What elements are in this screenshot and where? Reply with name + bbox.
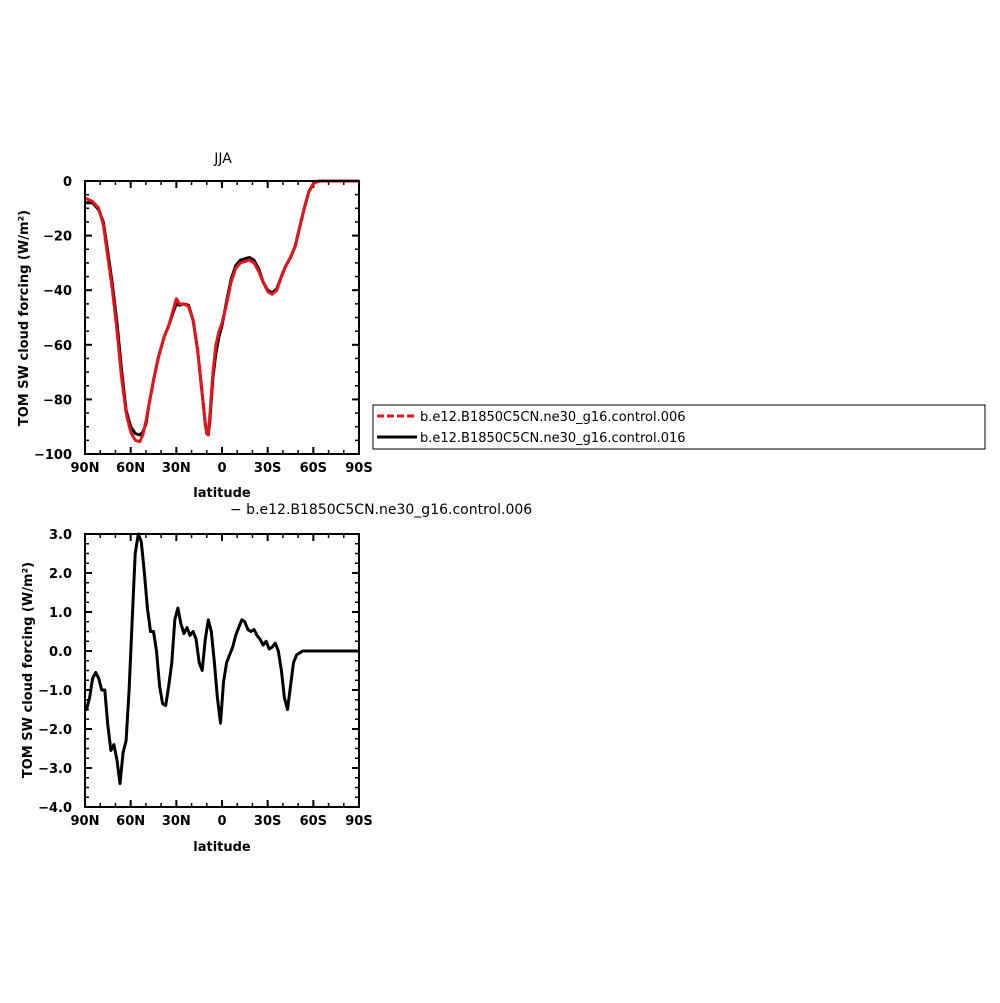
- top-x-tick-label: 90N: [71, 461, 100, 476]
- top-plot-title: JJA: [213, 151, 232, 167]
- top-x-tick-label: 60S: [300, 461, 327, 476]
- bottom-x-tick-label: 60N: [116, 814, 145, 829]
- bottom-x-tick-label: 90N: [71, 814, 100, 829]
- bottom-panel: − b.e12.B1850C5CN.ne30_g16.control.006 T…: [21, 502, 532, 855]
- top-series-layer: [85, 179, 359, 444]
- top-series-line-0: [85, 179, 359, 437]
- top-x-tick-label: 30S: [254, 461, 281, 476]
- top-x-tick-label: 30N: [162, 461, 191, 476]
- bottom-y-tick-label: −1.0: [38, 684, 72, 699]
- top-y-axis-title: TOM SW cloud forcing (W/m²): [17, 210, 32, 426]
- bottom-y-tick-label: 2.0: [49, 567, 72, 582]
- top-panel: JJA TOM SW cloud forcing (W/m²) latitude…: [17, 151, 373, 501]
- top-plot-frame: [84, 180, 360, 455]
- bottom-x-axis-title: latitude: [193, 840, 251, 855]
- bottom-y-axis-title: TOM SW cloud forcing (W/m²): [21, 562, 36, 778]
- bottom-y-tick-label: −2.0: [38, 723, 72, 738]
- bottom-x-tick-label: 0: [217, 814, 226, 829]
- top-x-tick-label: 90S: [345, 461, 372, 476]
- bottom-x-tick-label: 30N: [162, 814, 191, 829]
- top-x-tick-label: 60N: [116, 461, 145, 476]
- bottom-x-tick-label: 30S: [254, 814, 281, 829]
- top-y-tick-label: −40: [43, 284, 72, 299]
- bottom-x-tick-label: 60S: [300, 814, 327, 829]
- bottom-y-tick-label: 1.0: [49, 606, 72, 621]
- top-y-tick-label: −100: [34, 448, 72, 463]
- bottom-x-tick-label: 90S: [345, 814, 372, 829]
- bottom-series-layer: [85, 532, 359, 786]
- top-x-tick-label: 0: [217, 461, 226, 476]
- top-y-tick-label: −20: [43, 230, 72, 245]
- top-y-tick-label: −60: [43, 339, 72, 354]
- bottom-axis-ticks: 90N 60N 30N 0 30S 60S 90S 3.0 2.0 1.0 0.0 −1.0 −2.0 −…: [38, 528, 373, 829]
- bottom-plot-title: − b.e12.B1850C5CN.ne30_g16.control.006: [230, 502, 532, 518]
- top-y-tick-label: 0: [63, 175, 72, 190]
- legend-label-control-016: b.e12.B1850C5CN.ne30_g16.control.016: [420, 431, 686, 446]
- bottom-y-tick-label: 3.0: [49, 528, 72, 543]
- legend-box: [372, 404, 986, 450]
- bottom-y-tick-label: −4.0: [38, 801, 72, 816]
- top-y-tick-label: −80: [43, 393, 72, 408]
- bottom-plot-frame: [84, 533, 360, 808]
- legend-label-control-006: b.e12.B1850C5CN.ne30_g16.control.006: [420, 410, 686, 425]
- top-series-line-1: [85, 179, 359, 444]
- bottom-y-tick-label: −3.0: [38, 762, 72, 777]
- bottom-series-line-0: [85, 532, 359, 786]
- legend: b.e12.B1850C5CN.ne30_g16.control.006 b.e…: [372, 404, 986, 450]
- top-x-axis-title: latitude: [193, 486, 251, 501]
- bottom-y-tick-label: 0.0: [49, 645, 72, 660]
